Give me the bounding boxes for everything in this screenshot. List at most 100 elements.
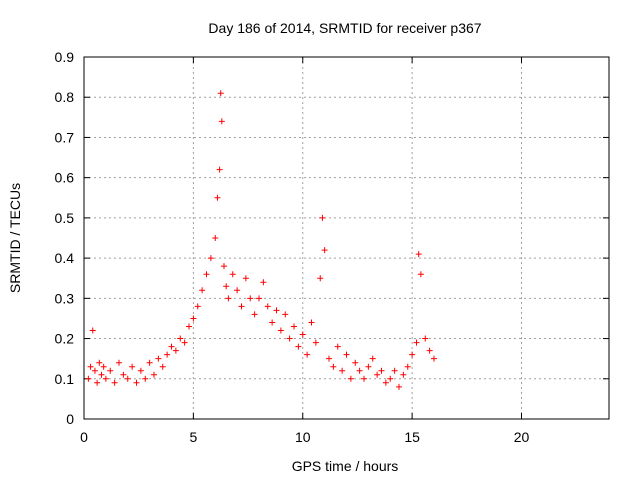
y-tick-label: 0 — [66, 411, 74, 427]
y-tick-label: 0.7 — [55, 129, 75, 145]
data-point — [264, 303, 271, 310]
data-point — [100, 363, 107, 370]
data-point — [87, 363, 94, 370]
data-point — [326, 355, 332, 362]
data-point — [172, 347, 179, 354]
data-point — [89, 327, 96, 334]
data-point — [391, 367, 398, 374]
data-point — [221, 263, 227, 270]
data-point — [409, 351, 416, 358]
data-point — [212, 235, 219, 241]
data-point — [85, 375, 92, 382]
data-point — [116, 359, 122, 366]
data-point — [400, 371, 407, 378]
data-point — [137, 367, 144, 374]
data-point — [365, 363, 372, 370]
data-point — [207, 255, 214, 262]
data-point — [396, 383, 402, 390]
data-point — [319, 214, 326, 221]
plot-frame — [83, 56, 610, 420]
data-point — [334, 343, 341, 350]
data-point — [247, 295, 254, 302]
x-tick-label: 5 — [189, 429, 197, 445]
data-point — [194, 303, 201, 310]
grid-layer — [84, 57, 609, 419]
data-point — [415, 251, 422, 258]
data-point — [378, 367, 385, 374]
data-point — [102, 375, 109, 382]
data-point — [225, 295, 232, 302]
data-point — [352, 359, 359, 366]
y-tick-label: 0.8 — [55, 89, 75, 105]
x-tick-label: 15 — [404, 429, 420, 445]
data-point — [260, 279, 267, 286]
data-point — [111, 379, 118, 386]
data-point — [223, 283, 230, 290]
data-point — [339, 367, 346, 374]
data-point — [422, 335, 429, 342]
data-point — [214, 194, 221, 201]
data-point — [96, 359, 103, 366]
data-point — [251, 311, 258, 318]
data-point — [356, 367, 363, 374]
data-point — [277, 327, 284, 334]
data-point — [98, 371, 105, 378]
data-points — [85, 90, 437, 390]
data-point — [218, 118, 225, 125]
data-point — [426, 347, 433, 354]
data-point — [286, 335, 293, 342]
data-point — [304, 351, 311, 358]
data-point — [234, 287, 241, 294]
data-point — [282, 311, 289, 318]
y-tick-label: 0.1 — [55, 371, 75, 387]
data-point — [242, 275, 249, 282]
data-point — [203, 271, 210, 278]
data-point — [330, 363, 337, 370]
data-point — [120, 371, 127, 378]
x-tick-label: 0 — [80, 429, 88, 445]
data-point — [321, 247, 328, 254]
data-point — [273, 307, 280, 314]
y-axis-label: SRMTID / TECUs — [7, 183, 23, 293]
data-point — [374, 371, 381, 378]
y-tick-label: 0.5 — [55, 210, 75, 226]
data-point — [343, 351, 350, 358]
y-tick-label: 0.9 — [55, 49, 75, 65]
chart-title: Day 186 of 2014, SRMTID for receiver p36… — [208, 20, 481, 36]
data-point — [404, 363, 411, 370]
y-tick-label: 0.6 — [55, 170, 75, 186]
data-point — [431, 355, 437, 362]
data-point — [317, 275, 324, 282]
x-axis-label: GPS time / hours — [292, 458, 399, 474]
data-point — [387, 375, 394, 382]
data-point — [347, 375, 354, 382]
x-tick-label: 10 — [295, 429, 311, 445]
data-point — [216, 166, 223, 173]
data-point — [382, 379, 389, 386]
data-point — [129, 363, 136, 370]
data-point — [177, 335, 184, 342]
data-point — [256, 295, 262, 302]
data-point — [291, 323, 297, 330]
y-tick-label: 0.4 — [55, 250, 75, 266]
data-point — [308, 319, 315, 326]
data-point — [133, 379, 140, 386]
data-point — [295, 343, 302, 350]
data-point — [361, 375, 367, 382]
data-point — [299, 331, 306, 338]
data-point — [151, 371, 157, 378]
x-axis: 0 5 10 15 20 — [80, 57, 529, 445]
data-point — [168, 343, 175, 350]
data-point — [181, 339, 188, 346]
data-point — [164, 351, 171, 358]
data-point — [155, 355, 162, 362]
data-point — [91, 367, 98, 374]
data-point — [124, 375, 131, 382]
data-point — [369, 355, 376, 362]
data-point — [238, 303, 245, 310]
data-point — [190, 315, 197, 322]
data-point — [199, 287, 206, 294]
data-point — [107, 367, 114, 374]
data-point — [142, 375, 149, 382]
